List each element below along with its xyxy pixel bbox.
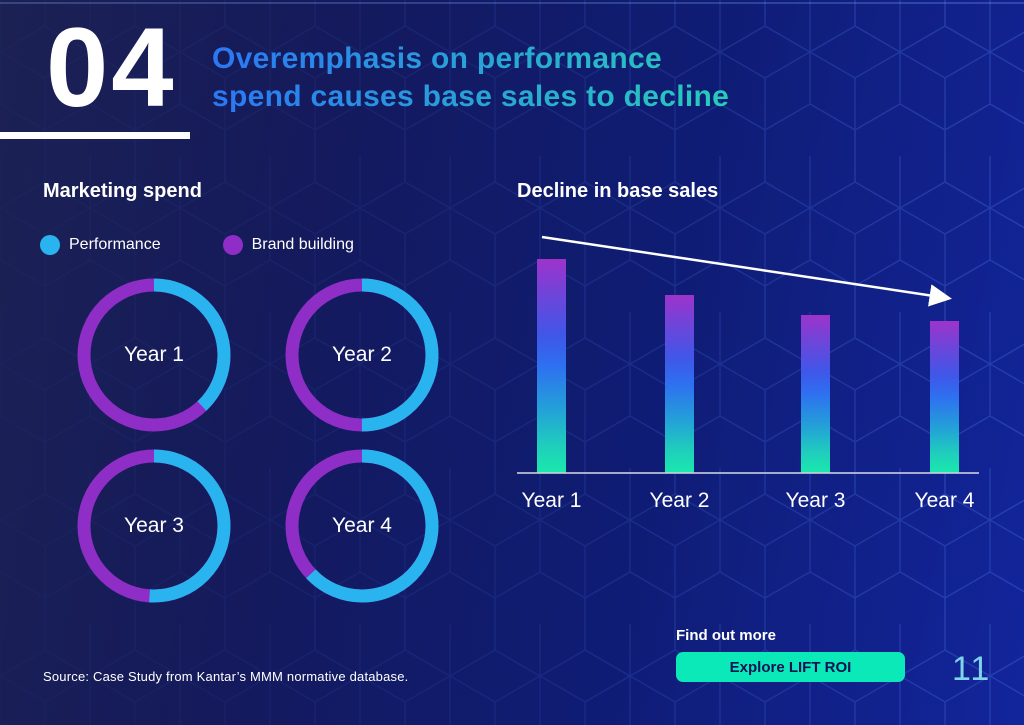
slide-title-line1: Overemphasis on performance (212, 42, 662, 75)
legend: Performance Brand building (40, 235, 354, 255)
bar-year-2 (665, 295, 694, 473)
legend-label: Brand building (251, 236, 354, 253)
bar-category-label: Year 1 (521, 489, 582, 512)
bar-chart-baseline (517, 472, 979, 474)
donut-ring (77, 449, 231, 603)
legend-swatch-icon (40, 235, 60, 255)
donut-year-2: Year 2 (285, 278, 439, 432)
bar-year-1 (537, 259, 566, 473)
bar-chart-labels: Year 1 Year 2 Year 3 Year 4 (517, 489, 979, 519)
donut-grid: Year 1 Year 2 Year 3 Year 4 (77, 278, 439, 603)
bar-year-4 (930, 321, 959, 473)
legend-label: Performance (69, 236, 161, 253)
donut-year-3: Year 3 (77, 449, 231, 603)
legend-item-brand-building: Brand building (222, 235, 354, 255)
bar-chart-bars (517, 259, 979, 473)
top-accent-line (0, 2, 1024, 4)
base-sales-heading: Decline in base sales (517, 180, 719, 202)
donut-ring (285, 449, 439, 603)
marketing-spend-heading: Marketing spend (43, 180, 202, 202)
trend-arrow (541, 235, 952, 307)
donut-label: Year 1 (124, 343, 184, 366)
legend-swatch-icon (222, 235, 243, 255)
page-number: 11 (952, 650, 992, 688)
bar-year-3 (801, 315, 830, 473)
source-note: Source: Case Study from Kantar’s MMM nor… (43, 669, 409, 684)
donut-year-1: Year 1 (77, 278, 231, 432)
donut-ring (77, 278, 231, 432)
slide-number-underline (0, 132, 190, 139)
donut-ring (285, 278, 439, 432)
donut-label: Year 2 (332, 343, 392, 366)
find-out-more-label: Find out more (676, 627, 776, 644)
slide-title-line2: spend causes base sales to decline (212, 80, 730, 113)
bar-category-label: Year 2 (649, 489, 710, 512)
donut-label: Year 3 (124, 514, 184, 537)
slide-title: Overemphasis on performance spend causes … (212, 40, 729, 116)
slide-number: 04 (46, 5, 177, 130)
bar-category-label: Year 3 (785, 489, 846, 512)
donut-label: Year 4 (332, 514, 392, 537)
legend-item-performance: Performance (40, 235, 161, 255)
explore-lift-roi-button[interactable]: Explore LIFT ROI (676, 652, 905, 682)
donut-year-4: Year 4 (285, 449, 439, 603)
bar-category-label: Year 4 (914, 489, 975, 512)
